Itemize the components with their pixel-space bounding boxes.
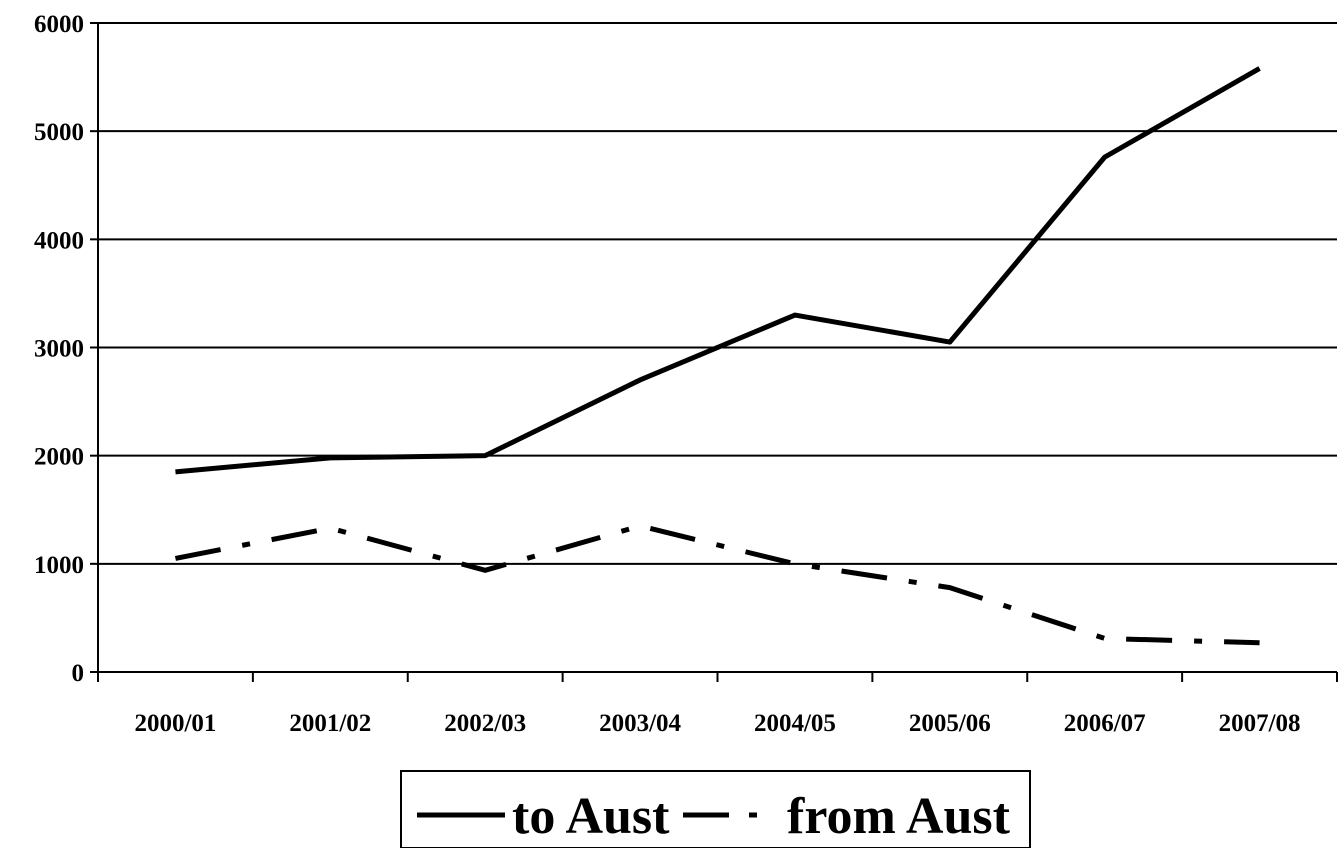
x-tick-label: 2005/06 [909,710,991,737]
x-tick-label: 2006/07 [1064,710,1146,737]
x-tick-label: 2000/01 [134,710,216,737]
x-tick-label: 2007/08 [1219,710,1301,737]
y-tick-label: 0 [72,660,85,687]
y-tick-label: 2000 [34,444,84,471]
legend-label: to Aust [512,788,670,845]
x-tick-label: 2003/04 [599,710,681,737]
x-tick-labels: 2000/01 2001/02 2002/03 2003/04 2004/05 2005/… [134,710,1300,737]
y-tick-labels: 0 1000 2000 3000 4000 5000 6000 [34,11,84,687]
series-line-2 [174,523,1260,646]
x-tick-label: 2001/02 [289,710,371,737]
gridlines [98,22,1337,565]
y-tick-label: 5000 [34,119,84,146]
series-line-1 [175,66,1261,475]
x-tick-label: 2004/05 [754,710,836,737]
x-tick-label: 2002/03 [444,710,526,737]
series-lines [174,66,1261,646]
y-tick-label: 6000 [34,11,84,38]
y-tick-label: 1000 [34,552,84,579]
legend-label: from Aust [787,788,1011,845]
y-tick-label: 4000 [34,227,84,254]
y-tick-label: 3000 [34,336,84,363]
axes [90,22,1338,682]
legend-box [400,770,1031,848]
legend: to Aust from Aust [400,770,1031,848]
